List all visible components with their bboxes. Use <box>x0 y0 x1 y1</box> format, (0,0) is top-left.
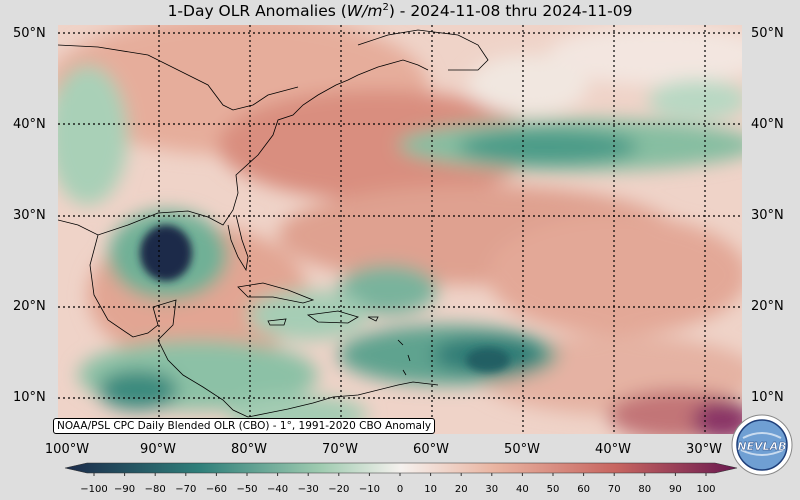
olr-anomaly-map <box>58 25 742 434</box>
colorbar-tick-label: −90 <box>114 484 135 495</box>
colorbar-tick-label: 30 <box>485 484 498 495</box>
colorbar-tick-label: −10 <box>359 484 380 495</box>
lon-label: 100°W <box>44 442 90 457</box>
colorbar-tick-label: −20 <box>328 484 349 495</box>
colorbar-tick-label: −40 <box>267 484 288 495</box>
colorbar-tick-label: −30 <box>298 484 319 495</box>
lat-label-left: 10°N <box>13 390 46 405</box>
lon-label: 30°W <box>686 442 722 457</box>
colorbar-tick-label: 50 <box>547 484 560 495</box>
colorbar-tick-label: 90 <box>669 484 682 495</box>
colorbar-tick-label: 70 <box>608 484 621 495</box>
lon-label: 60°W <box>413 442 449 457</box>
graticule <box>58 25 742 434</box>
nevlab-globe-logo: NEVLAB <box>731 414 793 476</box>
colorbar-tick-label: −100 <box>80 484 107 495</box>
colorbar: −100 −90 −80 −70 −60 −50 −40 −30 −20 −10 0 10 20 30 40… <box>64 462 738 495</box>
lat-label-left: 50°N <box>13 26 46 41</box>
colorbar-tick-label: 80 <box>638 484 651 495</box>
lat-label-left: 40°N <box>13 117 46 132</box>
lat-label-right: 20°N <box>751 299 784 314</box>
coastlines <box>58 29 489 418</box>
map-title: 1-Day OLR Anomalies (W/m2) - 2024-11-08 … <box>167 2 633 21</box>
svg-text:NEVLAB: NEVLAB <box>737 440 786 453</box>
lat-label-right: 30°N <box>751 208 784 223</box>
colorbar-tick-label: 0 <box>397 484 403 495</box>
lon-label: 80°W <box>231 442 267 457</box>
colorbar-tick-label: −80 <box>145 484 166 495</box>
colorbar-tick-label: −70 <box>175 484 196 495</box>
colorbar-tick-label: −50 <box>236 484 257 495</box>
colorbar-tick-label: 40 <box>516 484 529 495</box>
colorbar-tick-label: 20 <box>455 484 468 495</box>
lon-label: 70°W <box>322 442 358 457</box>
lon-label: 90°W <box>140 442 176 457</box>
lon-label: 40°W <box>595 442 631 457</box>
colorbar-tick-label: 60 <box>577 484 590 495</box>
lat-label-left: 20°N <box>13 299 46 314</box>
lon-label: 50°W <box>504 442 540 457</box>
anomaly-field <box>58 25 742 434</box>
lat-label-left: 30°N <box>13 208 46 223</box>
lat-label-right: 50°N <box>751 26 784 41</box>
colorbar-scale <box>64 462 738 474</box>
lat-label-right: 40°N <box>751 117 784 132</box>
colorbar-tick-label: 100 <box>696 484 715 495</box>
colorbar-tick-label: −60 <box>206 484 227 495</box>
data-source-note: NOAA/PSL CPC Daily Blended OLR (CBO) - 1… <box>53 418 436 434</box>
colorbar-tick-label: 10 <box>424 484 437 495</box>
lat-label-right: 10°N <box>751 390 784 405</box>
